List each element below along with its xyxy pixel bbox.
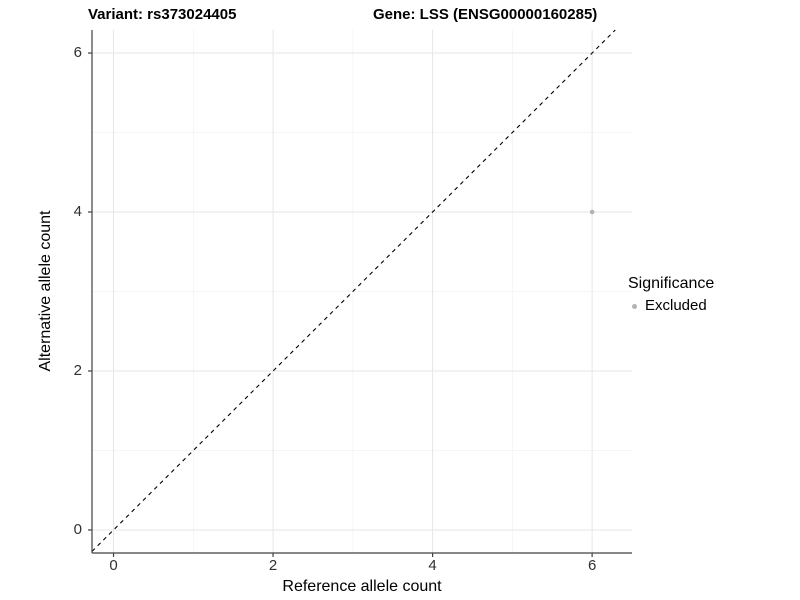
legend-point-icon — [632, 303, 637, 309]
legend-entry-label: Excluded — [645, 297, 707, 314]
y-axis-title: Alternative allele count — [37, 210, 54, 372]
legend: Significance Excluded — [628, 274, 714, 315]
identity-line — [91, 29, 616, 552]
x-axis-title: Reference allele count — [282, 578, 442, 595]
plot-title-gene: Gene: LSS (ENSG00000160285) — [373, 6, 598, 23]
legend-title: Significance — [628, 275, 715, 292]
data-point — [589, 209, 595, 215]
legend-entry-excluded: Excluded — [628, 297, 714, 315]
plot-title-variant: Variant: rs373024405 — [88, 6, 237, 23]
